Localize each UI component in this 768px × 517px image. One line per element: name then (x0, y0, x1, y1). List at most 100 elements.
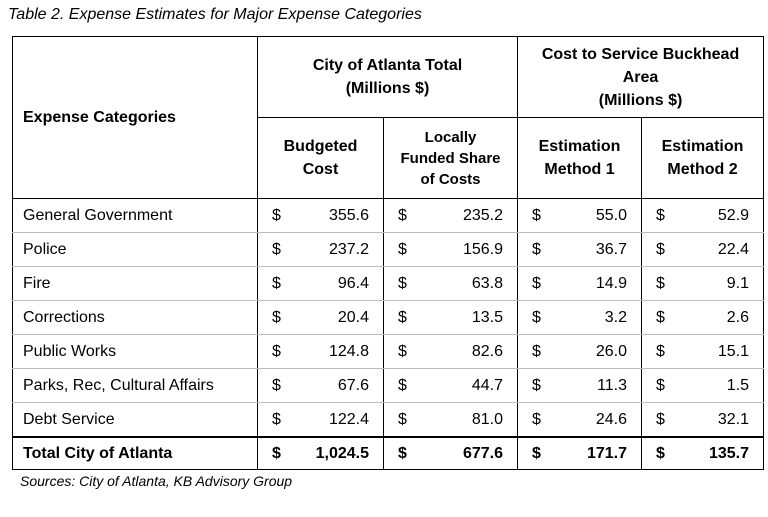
currency-symbol: $ (532, 376, 541, 394)
budgeted-cell: $1,024.5 (257, 436, 384, 470)
currency-symbol: $ (398, 444, 407, 462)
currency-symbol: $ (398, 308, 407, 326)
m1-cell: $14.9 (517, 266, 643, 301)
local-cell: $63.8 (382, 266, 519, 301)
local-value: 82.6 (471, 342, 504, 360)
currency-symbol: $ (532, 240, 541, 258)
local-value: 156.9 (462, 240, 504, 258)
currency-symbol: $ (272, 274, 281, 292)
m1-cell: $36.7 (517, 232, 643, 267)
currency-symbol: $ (272, 308, 281, 326)
category-name: Fire (12, 266, 258, 301)
m2-cell: $1.5 (641, 368, 765, 403)
currency-symbol: $ (272, 376, 281, 394)
m2-cell: $32.1 (641, 402, 765, 438)
table-row: Parks, Rec, Cultural Affairs $67.6 $44.7 $1… (12, 368, 765, 403)
m1-cell: $171.7 (517, 436, 643, 470)
budgeted-cell: $96.4 (257, 266, 384, 301)
table-row: Fire $96.4 $63.8 $14.9 $9.1 (12, 266, 765, 301)
budgeted-cell: $67.6 (257, 368, 384, 403)
total-row: Total City of Atlanta $1,024.5 $677.6 $171.… (12, 436, 765, 470)
budgeted-value: 20.4 (337, 308, 369, 326)
budgeted-value: 355.6 (328, 206, 369, 224)
currency-symbol: $ (272, 342, 281, 360)
local-value: 13.5 (471, 308, 504, 326)
local-value: 81.0 (471, 410, 504, 428)
m1-value: 24.6 (595, 410, 628, 428)
m2-value: 32.1 (717, 410, 750, 428)
budgeted-value: 237.2 (328, 240, 369, 258)
category-name: Total City of Atlanta (12, 436, 258, 470)
table-row: Debt Service $122.4 $81.0 $24.6 $32.1 (12, 402, 765, 438)
local-cell: $235.2 (382, 198, 519, 233)
local-cell: $677.6 (382, 436, 519, 470)
currency-symbol: $ (656, 376, 665, 394)
currency-symbol: $ (398, 274, 407, 292)
m2-value: 22.4 (717, 240, 750, 258)
m2-value: 1.5 (726, 376, 750, 394)
table-row: Public Works $124.8 $82.6 $26.0 $15.1 (12, 334, 765, 369)
currency-symbol: $ (398, 410, 407, 428)
m1-value: 171.7 (586, 444, 628, 462)
m2-cell: $9.1 (641, 266, 765, 301)
m1-cell: $26.0 (517, 334, 643, 369)
budgeted-cell: $124.8 (257, 334, 384, 369)
currency-symbol: $ (532, 444, 541, 462)
budgeted-cell: $122.4 (257, 402, 384, 438)
local-cell: $82.6 (382, 334, 519, 369)
category-name: Police (12, 232, 258, 267)
currency-symbol: $ (656, 342, 665, 360)
currency-symbol: $ (656, 274, 665, 292)
method-1-header: Estimation Method 1 (517, 117, 643, 199)
local-cell: $81.0 (382, 402, 519, 438)
expense-table: Expense Categories City of Atlanta Total… (12, 36, 765, 470)
buckhead-header: Cost to Service Buckhead Area (Millions … (517, 36, 765, 118)
currency-symbol: $ (272, 410, 281, 428)
m2-value: 52.9 (717, 206, 750, 224)
m2-cell: $135.7 (641, 436, 765, 470)
budgeted-value: 67.6 (337, 376, 369, 394)
city-total-header: City of Atlanta Total (Millions $) (256, 36, 519, 118)
m1-cell: $3.2 (517, 300, 643, 335)
table-row: Corrections $20.4 $13.5 $3.2 $2.6 (12, 300, 765, 335)
local-value: 677.6 (462, 444, 504, 462)
m2-cell: $15.1 (641, 334, 765, 369)
m1-cell: $24.6 (517, 402, 643, 438)
currency-symbol: $ (656, 206, 665, 224)
m1-value: 26.0 (595, 342, 628, 360)
m1-value: 55.0 (595, 206, 628, 224)
currency-symbol: $ (656, 240, 665, 258)
m2-value: 15.1 (717, 342, 750, 360)
m2-value: 9.1 (726, 274, 750, 292)
currency-symbol: $ (272, 444, 281, 462)
local-cell: $44.7 (382, 368, 519, 403)
budgeted-cost-header: Budgeted Cost (257, 117, 384, 199)
currency-symbol: $ (272, 206, 281, 224)
budgeted-value: 122.4 (328, 410, 369, 428)
local-cell: $156.9 (382, 232, 519, 267)
m1-value: 11.3 (597, 376, 628, 394)
expense-categories-header: Expense Categories (12, 36, 258, 199)
currency-symbol: $ (656, 444, 665, 462)
budgeted-value: 1,024.5 (315, 444, 369, 462)
currency-symbol: $ (532, 410, 541, 428)
source-note: Sources: City of Atlanta, KB Advisory Gr… (20, 473, 293, 489)
method-2-header: Estimation Method 2 (641, 117, 765, 199)
category-name: Parks, Rec, Cultural Affairs (12, 368, 258, 403)
m1-value: 36.7 (595, 240, 628, 258)
budgeted-value: 124.8 (328, 342, 369, 360)
budgeted-cell: $20.4 (257, 300, 384, 335)
local-value: 44.7 (471, 376, 504, 394)
currency-symbol: $ (398, 240, 407, 258)
budgeted-cell: $355.6 (257, 198, 384, 233)
m2-value: 2.6 (726, 308, 750, 326)
currency-symbol: $ (532, 274, 541, 292)
table-row: General Government $355.6 $235.2 $55.0 $52.9 (12, 198, 765, 233)
m1-value: 14.9 (595, 274, 628, 292)
m1-cell: $11.3 (517, 368, 643, 403)
currency-symbol: $ (398, 342, 407, 360)
category-name: Corrections (12, 300, 258, 335)
currency-symbol: $ (398, 206, 407, 224)
m2-cell: $52.9 (641, 198, 765, 233)
m1-cell: $55.0 (517, 198, 643, 233)
